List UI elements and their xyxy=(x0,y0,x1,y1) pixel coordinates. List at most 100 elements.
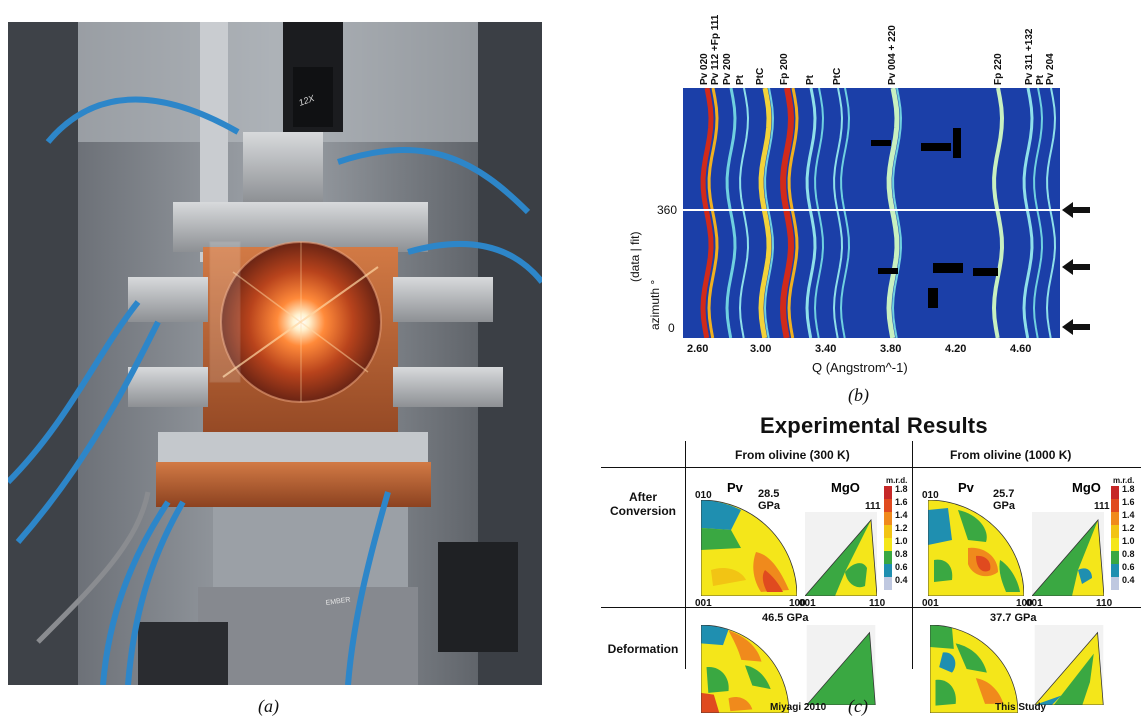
colorbar-swatch xyxy=(1111,538,1119,551)
pressure-label: 25.7 GPa xyxy=(993,488,1016,512)
arrow-icon xyxy=(1062,319,1090,340)
colorbar-swatches xyxy=(884,486,892,590)
diffraction-line xyxy=(832,88,844,338)
footer-miyagi: Miyagi 2010 xyxy=(770,702,827,713)
grid-divider xyxy=(912,441,913,669)
colorbar-value: 0.8 xyxy=(895,549,908,559)
colorbar-swatch xyxy=(1111,525,1119,538)
colorbar-swatch xyxy=(884,512,892,525)
colorbar-swatch xyxy=(1111,486,1119,499)
colorbar-title: m.r.d. xyxy=(1113,476,1135,485)
colorbar-swatch xyxy=(1111,551,1119,564)
diffraction-plot xyxy=(683,88,1060,338)
colorbar-value: 1.4 xyxy=(1122,510,1135,520)
diffraction-line xyxy=(700,88,714,338)
stage-brand-label: EMBER xyxy=(325,597,351,607)
y-axis-title: (data | fit) xyxy=(628,150,648,310)
pole-figure-pv xyxy=(930,625,1018,713)
colorbar-value: 0.8 xyxy=(1122,549,1135,559)
masked-region xyxy=(871,140,891,146)
pressure-label: 37.7 GPa xyxy=(990,612,1037,624)
axis-label-001: 001 xyxy=(695,598,712,609)
axis-label-001-mgo: 001 xyxy=(1026,598,1043,609)
pressure-label: 46.5 GPa xyxy=(762,612,809,624)
diffraction-heatmap xyxy=(683,88,1060,338)
colorbar-value: 0.6 xyxy=(895,562,908,572)
y-axis-label-azimuth: azimuth ° xyxy=(648,279,662,330)
colorbar-value: 1.2 xyxy=(895,523,908,533)
axis-label-110: 110 xyxy=(869,598,886,609)
peak-label-pv-204: Pv 204 xyxy=(1045,53,1056,85)
peak-label-pv-004-220: Pv 004 + 220 xyxy=(887,25,898,85)
masked-region xyxy=(933,263,963,273)
results-title: Experimental Results xyxy=(760,413,988,438)
mgo-label: MgO xyxy=(1072,480,1101,495)
masked-region xyxy=(878,268,898,274)
x-tick-3-80: 3.80 xyxy=(880,343,902,355)
diffraction-line xyxy=(763,88,775,338)
axis-label-111: 111 xyxy=(865,501,881,512)
colorbar-swatch xyxy=(884,577,892,590)
colorbar-swatch xyxy=(1111,577,1119,590)
axis-label-010: 010 xyxy=(922,490,939,501)
diffraction-line xyxy=(1045,88,1057,338)
axis-label-111: 111 xyxy=(1094,501,1110,512)
peak-label-pt: Pt xyxy=(735,75,746,85)
pv-label: Pv xyxy=(727,480,743,495)
row-label-after-conversion: After Conversion xyxy=(609,490,676,518)
colorbar: m.r.d. 1.8 1.6 1.4 1.2 1.0 0.8 0.6 0.4 xyxy=(1111,476,1139,596)
peak-label-ptc: PtC xyxy=(755,67,766,85)
colorbar-value: 1.0 xyxy=(1122,536,1135,546)
axis-label-100: 100 xyxy=(1016,598,1033,609)
diffraction-line xyxy=(805,88,817,338)
axis-label-001-mgo: 001 xyxy=(799,598,816,609)
colorbar-value: 1.4 xyxy=(895,510,908,520)
colorbar-value: 1.6 xyxy=(895,497,908,507)
axis-label-001: 001 xyxy=(922,598,939,609)
colorbar-swatch xyxy=(1111,499,1119,512)
masked-region xyxy=(921,143,951,151)
peak-label-pv-311-132: Pv 311 +132 xyxy=(1024,28,1035,85)
colorbar-swatch xyxy=(884,525,892,538)
colorbar-value: 1.8 xyxy=(1122,484,1135,494)
experiment-photo-illustration: 12X EMBER xyxy=(8,22,542,685)
axis-label-100: 100 xyxy=(789,598,806,609)
peak-label-pv-200: Pv 200 xyxy=(722,53,733,85)
caption-a: (a) xyxy=(258,696,279,716)
masked-region xyxy=(973,268,998,276)
diffraction-line xyxy=(839,88,851,338)
axis-label-110: 110 xyxy=(1096,598,1113,609)
peak-labels: Pv 020 Pv 112 +Fp 111 Pv 200 Pt PtC Fp 2… xyxy=(683,0,1060,88)
colorbar-swatch xyxy=(884,564,892,577)
colorbar-value: 0.4 xyxy=(895,575,908,585)
pole-figure-mgo xyxy=(806,625,876,705)
x-tick-4-20: 4.20 xyxy=(945,343,967,355)
x-axis-label: Q (Angstrom^-1) xyxy=(812,360,908,375)
peak-label-fp-220: Fp 220 xyxy=(993,53,1004,85)
peak-label-pt-2: Pt xyxy=(805,75,816,85)
x-tick-2-60: 2.60 xyxy=(687,343,709,355)
diffraction-line xyxy=(1032,88,1044,338)
diffraction-line xyxy=(787,88,799,338)
peak-label-pv-112-fp-111: Pv 112 +Fp 111 xyxy=(710,14,721,85)
row-label-deformation: Deformation xyxy=(607,642,679,656)
mgo-label: MgO xyxy=(831,480,860,495)
diffraction-line xyxy=(886,88,900,338)
diffraction-line xyxy=(758,88,772,338)
colorbar-swatch xyxy=(884,538,892,551)
diffraction-line xyxy=(991,88,1005,338)
pole-figure-pv xyxy=(928,500,1024,596)
y-tick-360: 360 xyxy=(657,203,678,217)
column-header-1000k: From olivine (1000 K) xyxy=(950,448,1072,462)
grid-divider xyxy=(601,607,1141,608)
diffraction-line xyxy=(738,88,750,338)
arrow-icon xyxy=(1062,259,1090,280)
pv-label: Pv xyxy=(958,480,974,495)
colorbar-value: 1.0 xyxy=(895,536,908,546)
x-tick-3-40: 3.40 xyxy=(815,343,837,355)
colorbar-swatch xyxy=(884,551,892,564)
grid-divider xyxy=(685,441,686,669)
colorbar-value: 1.2 xyxy=(1122,523,1135,533)
masked-region xyxy=(928,288,938,308)
caption-c: (c) xyxy=(848,696,868,716)
